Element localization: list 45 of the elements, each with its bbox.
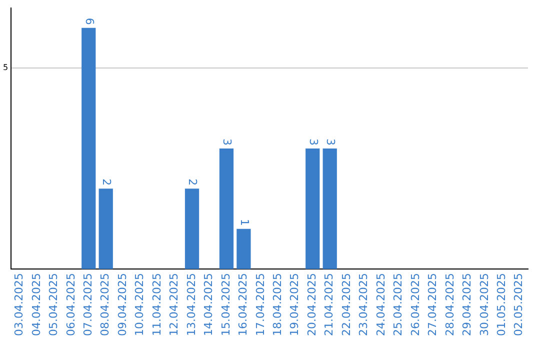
x-tick-label: 30.04.2025 xyxy=(478,273,491,336)
x-tick-label: 07.04.2025 xyxy=(81,273,94,336)
x-tick-label: 03.04.2025 xyxy=(12,273,26,336)
x-tick-label: 28.04.2025 xyxy=(443,273,456,336)
y-tick-label: 5 xyxy=(2,63,8,72)
x-tick-label: 25.04.2025 xyxy=(392,273,405,336)
x-tick-label: 29.04.2025 xyxy=(460,273,474,336)
x-tick-label: 13.04.2025 xyxy=(184,273,198,336)
x-tick-label: 26.04.2025 xyxy=(408,273,422,336)
x-tick-label: 19.04.2025 xyxy=(288,273,302,336)
data-label: 3 xyxy=(220,138,234,146)
x-tick-label: 23.04.2025 xyxy=(357,273,370,336)
x-tick-label: 20.04.2025 xyxy=(305,273,318,336)
x-tick-label: 12.04.2025 xyxy=(168,273,181,336)
bar xyxy=(322,148,337,270)
data-label: 2 xyxy=(186,178,200,186)
x-tick-label: 08.04.2025 xyxy=(98,273,112,336)
x-tick-label: 06.04.2025 xyxy=(64,273,78,336)
data-label: 6 xyxy=(82,18,96,25)
x-tick-label: 24.04.2025 xyxy=(374,273,388,336)
x-tick-label: 17.04.2025 xyxy=(254,273,267,336)
x-tick-label: 01.05.2025 xyxy=(495,273,508,336)
x-tick-label: 10.04.2025 xyxy=(133,273,146,336)
x-tick-label: 09.04.2025 xyxy=(116,273,129,336)
x-tick-label: 22.04.2025 xyxy=(340,273,353,336)
bar xyxy=(306,148,320,270)
x-tick-label: 18.04.2025 xyxy=(271,273,284,336)
x-tick-label: 15.04.2025 xyxy=(219,273,232,336)
x-tick-label: 11.04.2025 xyxy=(150,273,164,336)
bar xyxy=(98,188,113,270)
x-tick-label: 27.04.2025 xyxy=(426,273,440,336)
data-label: 3 xyxy=(306,138,320,146)
x-tick-label: 14.04.2025 xyxy=(202,273,216,336)
x-tick-label: 21.04.2025 xyxy=(322,273,336,336)
data-label: 1 xyxy=(238,218,251,226)
x-tick-label: 05.04.2025 xyxy=(47,273,60,336)
x-tick-label: 02.05.2025 xyxy=(512,273,526,336)
bar xyxy=(236,228,251,270)
data-label: 2 xyxy=(100,178,113,186)
x-tick-label: 16.04.2025 xyxy=(236,273,250,336)
bar xyxy=(219,148,234,270)
bar xyxy=(82,28,96,270)
x-tick-label: 04.04.2025 xyxy=(30,273,43,336)
bar xyxy=(184,188,200,270)
data-label: 3 xyxy=(324,138,337,146)
